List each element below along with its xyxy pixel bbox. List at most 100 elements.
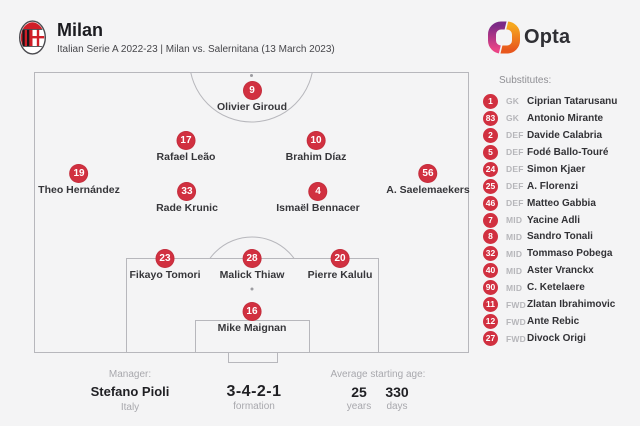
player-marker: 33 Rade Krunic	[156, 181, 218, 214]
substitute-name: Tommaso Pobega	[527, 248, 613, 260]
team-title: Milan	[57, 20, 104, 40]
match-subtitle: Italian Serie A 2022-23 | Milan vs. Sale…	[57, 44, 335, 55]
substitute-number-badge: 32	[483, 246, 498, 262]
substitute-row: 12 FWD Ante Rebic	[483, 313, 633, 330]
substitute-number-badge: 12	[483, 314, 498, 330]
player-name-label: Fikayo Tomori	[129, 268, 201, 281]
substitute-number-badge: 25	[483, 178, 498, 194]
substitute-position: MID	[506, 282, 523, 293]
substitute-name: Yacine Adli	[527, 214, 580, 226]
substitute-number-badge: 7	[483, 212, 498, 228]
substitute-name: Ante Rebic	[527, 316, 580, 328]
player-marker: 23 Fikayo Tomori	[129, 248, 201, 281]
substitute-number-badge: 11	[483, 297, 498, 313]
player-marker: 16 Mike Maignan	[217, 301, 287, 334]
header: Milan Italian Serie A 2022-23 | Milan vs…	[0, 0, 640, 64]
substitute-row: 11 FWD Zlatan Ibrahimovic	[483, 296, 633, 313]
substitute-position: DEF	[506, 164, 524, 175]
substitute-row: 5 DEF Fodé Ballo-Touré	[483, 144, 633, 161]
player-name-label: Brahim Díaz	[285, 150, 347, 163]
substitute-number-badge: 2	[483, 127, 498, 143]
substitute-position: MID	[506, 265, 523, 276]
age-days-label: days	[386, 401, 408, 412]
substitute-name: Sandro Tonali	[527, 231, 593, 243]
player-number-badge: 4	[308, 181, 328, 201]
formation-value: 3-4-2-1	[226, 383, 282, 400]
player-name-label: Mike Maignan	[217, 321, 287, 334]
substitute-position: FWD	[506, 316, 526, 327]
substitute-position: FWD	[506, 333, 526, 344]
substitute-position: GK	[506, 96, 520, 107]
substitute-name: A. Florenzi	[527, 180, 579, 192]
substitute-row: 40 MID Aster Vranckx	[483, 262, 633, 279]
player-number-badge: 19	[69, 163, 89, 183]
substitute-name: Simon Kjaer	[527, 163, 586, 175]
player-name-label: Rafael Leão	[156, 150, 216, 163]
penalty-spot	[250, 287, 254, 291]
player-marker: 9 Olivier Giroud	[217, 80, 287, 113]
player-name-label: A. Saelemaekers	[386, 183, 470, 196]
formation-label: formation	[233, 401, 275, 412]
substitute-row: 8 MID Sandro Tonali	[483, 229, 633, 246]
average-age-block: Average starting age: 25 years 330 days	[298, 369, 458, 413]
substitute-row: 83 GK Antonio Mirante	[483, 110, 633, 127]
substitutes-panel: Substitutes: 1 GK Ciprian Tatarusanu 83 GK An…	[483, 75, 633, 347]
brand-logo: Opta	[488, 21, 570, 54]
player-marker: 4 Ismaël Bennacer	[276, 181, 360, 214]
manager-block: Manager: Stefano Pioli Italy	[50, 369, 210, 414]
substitute-row: 46 DEF Matteo Gabbia	[483, 195, 633, 212]
substitute-row: 7 MID Yacine Adli	[483, 212, 633, 229]
player-number-badge: 17	[176, 130, 196, 150]
substitute-position: MID	[506, 215, 523, 226]
substitute-position: DEF	[506, 147, 524, 158]
age-years-label: years	[346, 401, 372, 412]
average-age-label: Average starting age:	[330, 369, 426, 380]
manager-label: Manager:	[108, 369, 152, 380]
player-marker: 10 Brahim Díaz	[285, 130, 347, 163]
player-number-badge: 9	[242, 80, 262, 100]
substitute-name: Davide Calabria	[527, 129, 603, 141]
player-name-label: Pierre Kalulu	[307, 268, 373, 281]
substitutes-list: 1 GK Ciprian Tatarusanu 83 GK Antonio Mirante…	[483, 93, 633, 347]
substitute-row: 27 FWD Divock Origi	[483, 330, 633, 347]
player-number-badge: 10	[306, 130, 326, 150]
center-spot	[250, 74, 253, 77]
substitute-number-badge: 1	[483, 93, 498, 109]
substitute-name: Antonio Mirante	[527, 112, 604, 124]
player-number-badge: 16	[242, 301, 262, 321]
substitute-name: Zlatan Ibrahimovic	[527, 299, 616, 311]
substitute-number-badge: 46	[483, 195, 498, 211]
player-name-label: Rade Krunic	[156, 201, 218, 214]
substitute-number-badge: 24	[483, 161, 498, 177]
substitutes-title: Substitutes:	[499, 75, 552, 86]
substitute-position: DEF	[506, 198, 524, 209]
substitute-row: 32 MID Tommaso Pobega	[483, 245, 633, 262]
player-number-badge: 56	[418, 163, 438, 183]
player-marker: 56 A. Saelemaekers	[386, 163, 470, 196]
brand-name: Opta	[524, 26, 571, 48]
substitute-row: 24 DEF Simon Kjaer	[483, 161, 633, 178]
substitute-number-badge: 40	[483, 263, 498, 279]
player-number-badge: 28	[242, 248, 262, 268]
substitute-position: GK	[506, 113, 520, 124]
substitute-position: DEF	[506, 181, 524, 192]
opta-logo-icon	[488, 21, 520, 54]
age-days-value: 330	[385, 384, 409, 400]
substitute-name: C. Ketelaere	[527, 282, 585, 294]
player-name-label: Ismaël Bennacer	[276, 201, 360, 214]
player-number-badge: 23	[155, 248, 175, 268]
age-years-value: 25	[351, 384, 367, 400]
substitute-position: FWD	[506, 299, 526, 310]
player-name-label: Theo Hernández	[38, 183, 120, 196]
substitute-row: 90 MID C. Ketelaere	[483, 279, 633, 296]
substitute-row: 2 DEF Davide Calabria	[483, 127, 633, 144]
substitute-name: Fodé Ballo-Touré	[527, 146, 609, 158]
substitute-name: Divock Origi	[527, 333, 586, 345]
pitch: 9 Olivier Giroud 17 Rafael Leão 10 Brahim Día…	[34, 72, 470, 363]
substitute-number-badge: 83	[483, 110, 498, 126]
substitute-name: Aster Vranckx	[527, 265, 594, 277]
player-marker: 17 Rafael Leão	[156, 130, 216, 163]
substitute-name: Ciprian Tatarusanu	[527, 95, 618, 107]
manager-country: Italy	[120, 402, 140, 413]
manager-name: Stefano Pioli	[90, 384, 170, 399]
